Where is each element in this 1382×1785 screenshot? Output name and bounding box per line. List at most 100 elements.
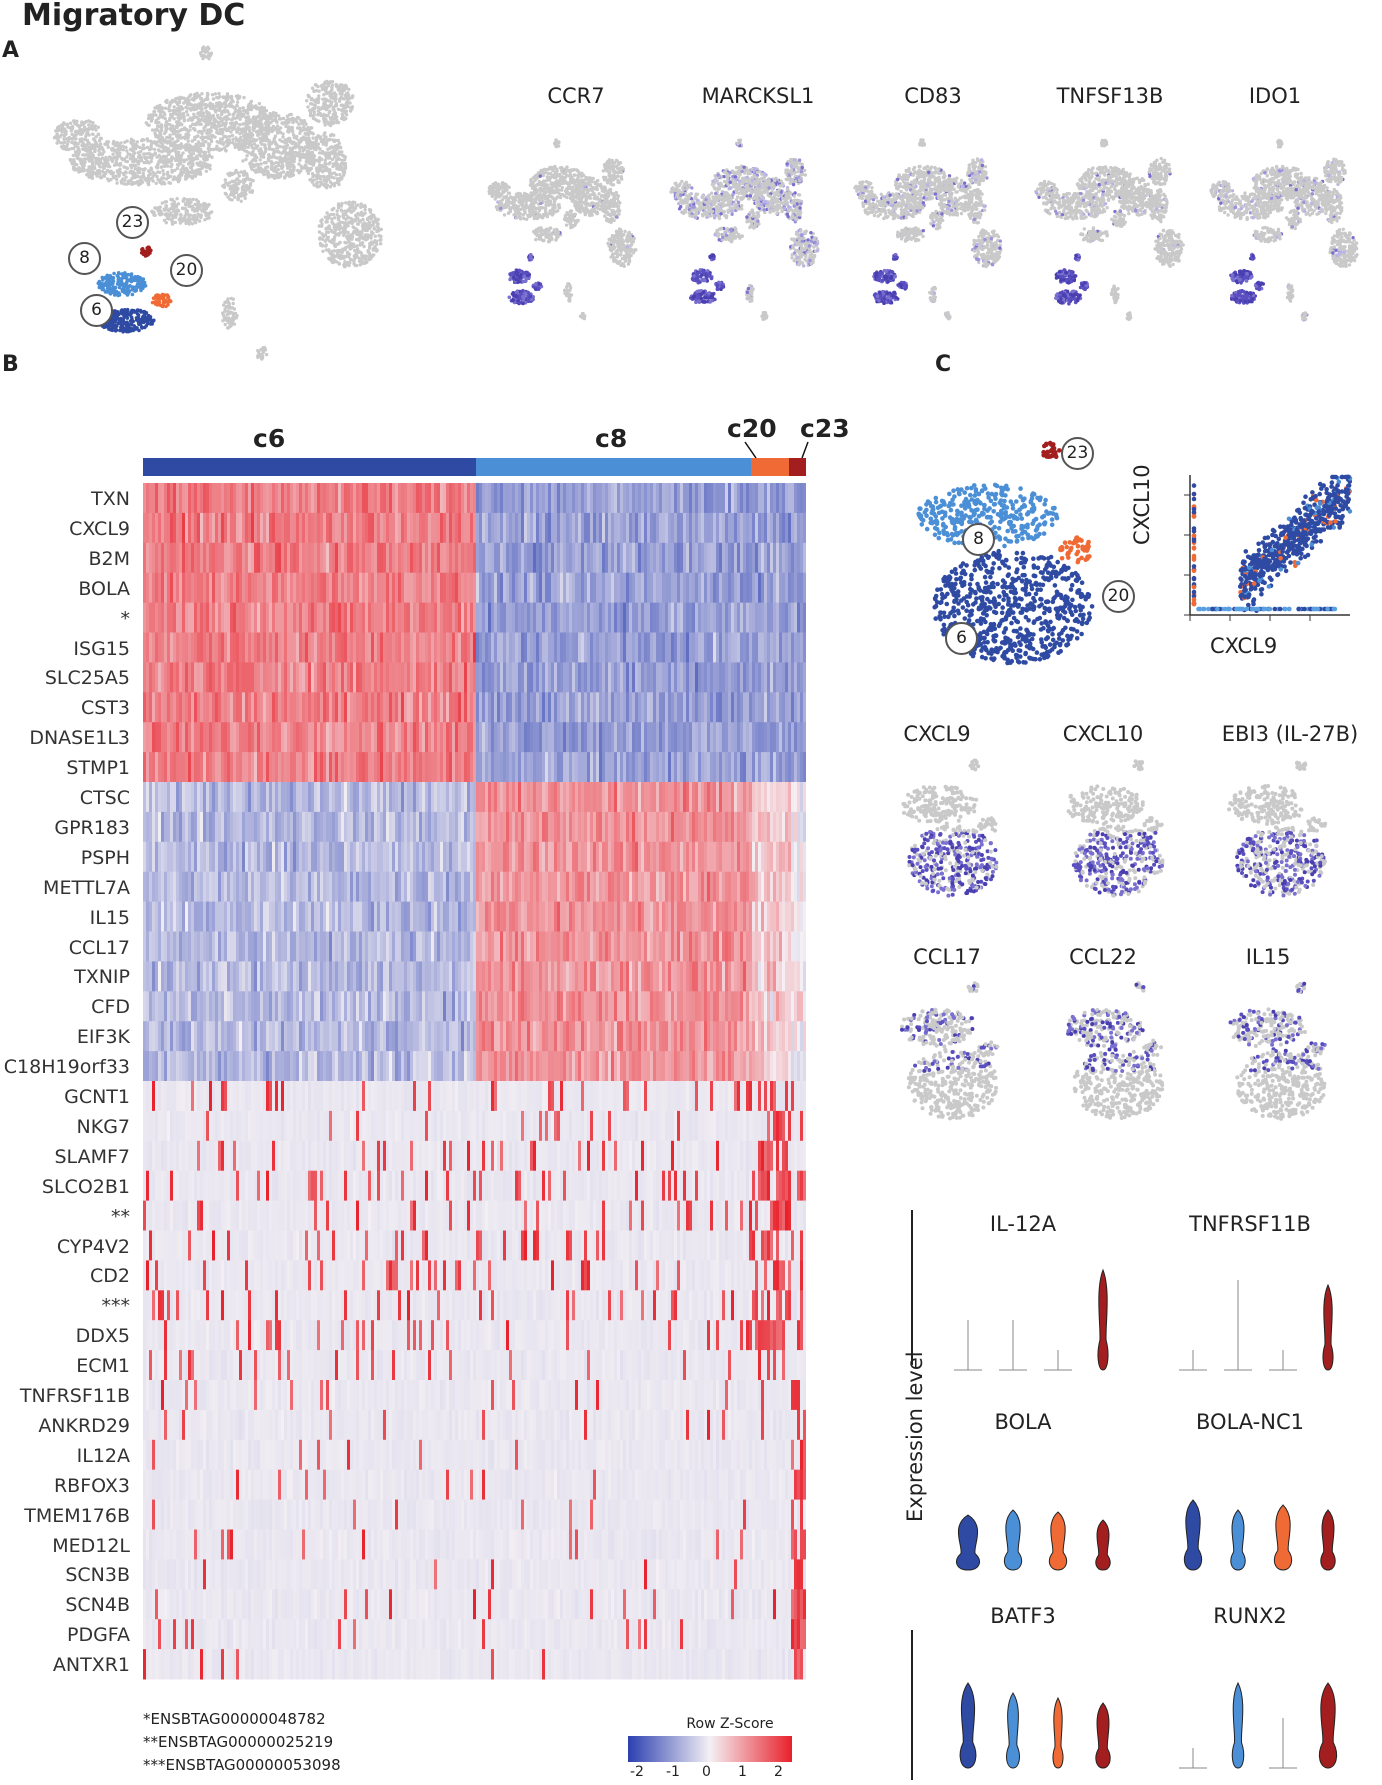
cell-point	[90, 176, 95, 180]
cell-point	[261, 152, 265, 156]
cell-point	[246, 115, 251, 119]
cell-point	[526, 194, 530, 198]
cell-point	[312, 147, 317, 151]
cluster-cell-point	[164, 304, 168, 309]
cell-point	[196, 212, 200, 216]
cell-point	[244, 157, 248, 162]
cell-point	[368, 246, 372, 250]
cell-point	[123, 165, 127, 169]
cell-point	[169, 165, 173, 169]
cell-point	[206, 113, 210, 117]
cell-point	[350, 235, 355, 239]
cell-point	[498, 200, 502, 205]
cell-point	[333, 216, 337, 220]
cell-point	[74, 133, 78, 137]
cell-point	[161, 172, 166, 177]
cell-point	[534, 200, 538, 204]
cell-point	[320, 105, 324, 110]
cell-point	[62, 137, 66, 141]
cell-point	[346, 230, 350, 235]
cell-point	[358, 243, 362, 247]
cell-point	[240, 147, 244, 151]
cell-point	[231, 297, 235, 301]
cell-point	[176, 158, 180, 162]
cell-point	[124, 159, 128, 164]
cell-point	[64, 129, 68, 134]
cell-point	[221, 184, 225, 188]
cell-point	[98, 136, 103, 140]
cell-point	[200, 92, 204, 96]
cell-point	[223, 122, 227, 127]
cell-point	[290, 170, 295, 174]
cell-point	[72, 119, 76, 123]
cell-point	[267, 153, 271, 157]
cell-point	[543, 208, 548, 213]
cell-point	[337, 141, 341, 145]
cell-point	[199, 203, 203, 207]
cell-point	[340, 150, 344, 154]
cell-point	[579, 181, 583, 185]
cluster-cell-point	[114, 309, 119, 314]
cell-point	[537, 180, 541, 184]
cell-point	[275, 124, 280, 128]
cell-point	[164, 177, 169, 181]
cell-point	[196, 134, 200, 138]
cell-point	[343, 161, 348, 166]
cell-point	[247, 177, 251, 182]
cell-point	[173, 99, 177, 103]
cell-point	[155, 128, 160, 132]
cell-point	[264, 121, 268, 125]
cell-point	[231, 137, 235, 142]
cell-point	[192, 206, 196, 211]
cluster-cell-point	[129, 322, 134, 327]
cell-point	[154, 181, 158, 185]
cluster-cell-point	[136, 308, 141, 313]
cell-point	[496, 206, 500, 211]
cell-point	[343, 105, 348, 109]
cell-point	[256, 144, 260, 148]
cell-point	[342, 109, 347, 114]
cell-point	[114, 174, 119, 178]
cell-point	[144, 121, 148, 125]
cell-point	[239, 127, 244, 131]
cell-point	[190, 139, 195, 143]
cell-point	[342, 172, 346, 176]
cell-point	[256, 349, 260, 353]
cell-point	[359, 202, 363, 206]
cell-point	[615, 175, 619, 179]
cell-point	[569, 178, 573, 183]
cell-point	[308, 167, 312, 172]
cell-point	[258, 107, 262, 111]
cell-point	[177, 178, 181, 182]
cluster-cell-point	[131, 328, 135, 333]
cell-point	[96, 156, 100, 161]
cell-point	[535, 182, 540, 187]
cell-point	[178, 221, 183, 225]
cell-point	[343, 209, 348, 213]
cell-point	[159, 133, 163, 137]
cell-point	[190, 222, 195, 226]
cell-point	[592, 196, 596, 200]
cell-point	[99, 146, 103, 150]
cell-point	[571, 197, 575, 202]
cell-point	[267, 156, 271, 160]
cell-point	[153, 132, 158, 137]
cell-point	[359, 210, 364, 214]
cell-point	[139, 158, 144, 163]
cell-point	[145, 145, 150, 150]
cell-point	[315, 181, 319, 186]
cell-point	[135, 140, 139, 144]
cell-point	[375, 224, 379, 228]
cell-point	[186, 139, 190, 143]
cell-point	[280, 166, 284, 171]
cell-point	[184, 158, 189, 162]
cell-point	[268, 111, 272, 116]
cell-point	[291, 117, 296, 121]
cell-point	[165, 135, 169, 140]
cell-point	[116, 155, 120, 159]
cluster-cell-point	[121, 283, 125, 287]
cell-point	[147, 123, 151, 128]
cell-point	[257, 101, 262, 106]
cell-point	[327, 177, 331, 181]
cell-point	[247, 102, 251, 107]
